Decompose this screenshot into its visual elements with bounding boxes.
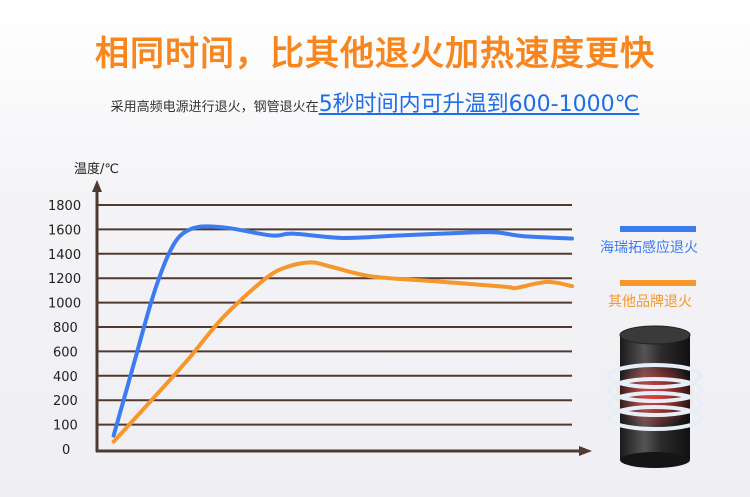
y-tick-label: 1600 bbox=[48, 223, 81, 238]
y-axis-label: 温度/℃ bbox=[74, 161, 119, 177]
y-tick-label: 600 bbox=[53, 345, 78, 360]
induction-coil-illustration bbox=[607, 325, 703, 468]
y-tick-label: 1200 bbox=[48, 272, 81, 287]
series-lines bbox=[111, 224, 574, 444]
y-axis-arrow bbox=[92, 180, 102, 192]
y-tick-label: 200 bbox=[53, 394, 78, 409]
y-tick-label: 800 bbox=[53, 321, 78, 336]
y-tick-label: 100 bbox=[53, 419, 78, 434]
y-tick-label: 1400 bbox=[48, 248, 81, 263]
legend-label-0: 海瑞拓感应退火 bbox=[600, 239, 698, 256]
y-tick-labels: 0 100 200 400 600 800 1000 1200 1400 1600 1800 bbox=[48, 199, 81, 458]
legend-label-1: 其他品牌退火 bbox=[608, 293, 692, 310]
page-title: 相同时间，比其他退火加热速度更快 bbox=[95, 34, 655, 74]
y-tick-label: 1000 bbox=[48, 297, 81, 312]
series-line-0 bbox=[111, 224, 574, 438]
subtitle-prefix: 采用高频电源进行退火，钢管退火在 bbox=[110, 100, 319, 115]
subtitle: 采用高频电源进行退火，钢管退火在5秒时间内可升温到600-1000℃ bbox=[0, 86, 750, 118]
y-tick-label: 0 bbox=[62, 443, 70, 458]
y-tick-label: 1800 bbox=[48, 199, 81, 214]
subtitle-highlight: 5秒时间内可升温到600-1000℃ bbox=[318, 92, 640, 117]
legend: 海瑞拓感应退火 其他品牌退火 bbox=[600, 226, 698, 310]
y-tick-label: 400 bbox=[53, 370, 78, 385]
x-axis-arrow bbox=[579, 446, 592, 456]
series-line-1 bbox=[111, 260, 574, 444]
legend-swatch-0 bbox=[620, 226, 696, 232]
legend-swatch-1 bbox=[620, 280, 696, 286]
